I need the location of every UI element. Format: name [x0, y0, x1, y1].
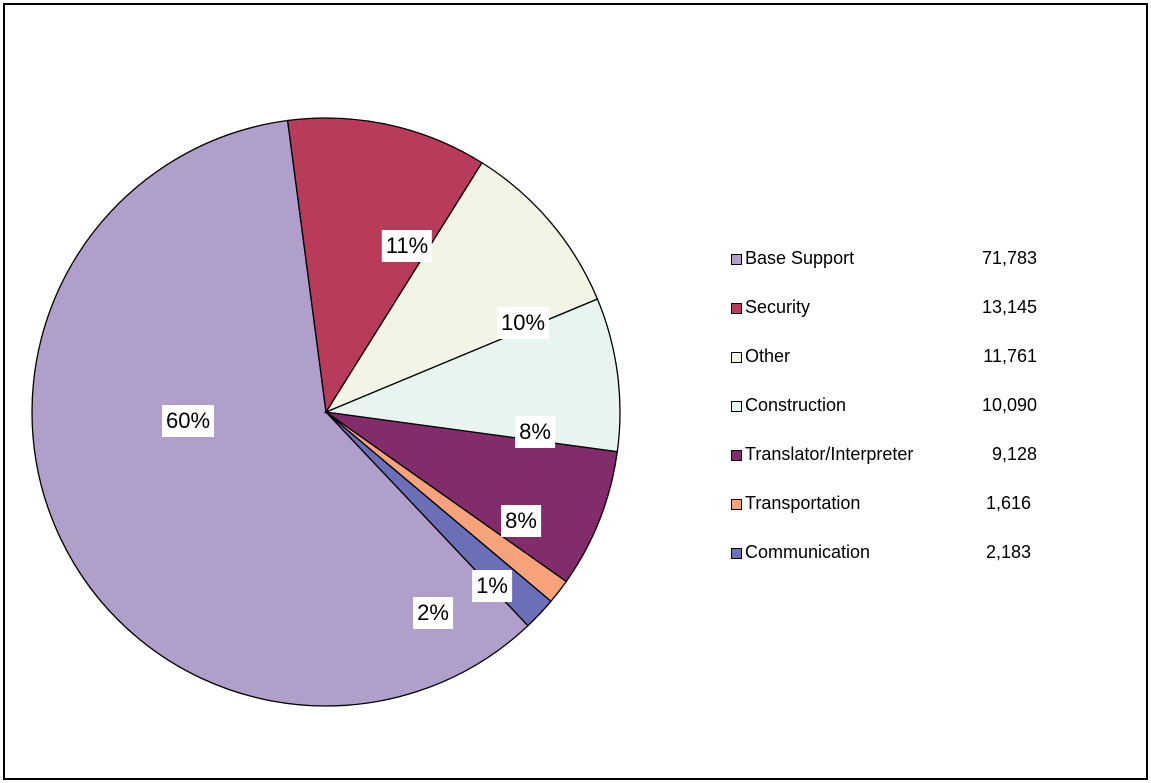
- legend-label: Base Support: [745, 248, 855, 268]
- slice-percent-label: 2%: [413, 597, 453, 629]
- legend-label: Communication: [745, 542, 871, 562]
- pie-slice-translator-interpreter: [325, 411, 619, 583]
- legend-item: Transportation 1,616: [731, 493, 1051, 517]
- legend-swatch: [731, 401, 742, 412]
- legend-label: Transportation: [745, 493, 861, 513]
- legend-value: 1,616: [985, 493, 1031, 513]
- chart-frame: 60% 2% 1% 8% 8% 10% 11% Base Support 71,783 Secu…: [3, 3, 1148, 780]
- legend-item: Other 11,761: [731, 346, 1051, 370]
- legend-value: 10,090: [981, 395, 1037, 415]
- legend-swatch: [731, 352, 742, 363]
- slice-percent-label: 11%: [381, 230, 433, 262]
- legend-label: Security: [745, 297, 811, 317]
- pie-chart: [31, 117, 621, 707]
- slice-percent-label: 1%: [472, 570, 512, 602]
- legend-label: Other: [745, 346, 791, 366]
- pie-slice-base-support: [31, 119, 529, 707]
- legend-swatch: [731, 548, 742, 559]
- legend-value: 11,761: [983, 346, 1037, 366]
- legend-value: 13,145: [981, 297, 1037, 317]
- legend-item: Translator/Interpreter 9,128: [731, 444, 1051, 468]
- legend-item: Communication 2,183: [731, 542, 1051, 566]
- legend-item: Base Support 71,783: [731, 248, 1051, 272]
- legend-swatch: [731, 303, 742, 314]
- legend-value: 71,783: [981, 248, 1037, 268]
- legend-value: 9,128: [991, 444, 1037, 464]
- legend-label: Construction: [745, 395, 847, 415]
- legend-item: Construction 10,090: [731, 395, 1051, 419]
- legend-item: Security 13,145: [731, 297, 1051, 321]
- legend-swatch: [731, 499, 742, 510]
- pie-slice-other: [324, 161, 599, 414]
- slice-percent-label: 8%: [501, 505, 541, 537]
- legend-swatch: [731, 450, 742, 461]
- slice-percent-label: 10%: [496, 307, 550, 339]
- legend-swatch: [731, 254, 742, 265]
- slice-percent-label: 60%: [161, 405, 215, 437]
- legend-label: Translator/Interpreter: [745, 444, 914, 464]
- pie-slice-security: [286, 117, 483, 414]
- slice-percent-label: 8%: [515, 416, 555, 448]
- legend-value: 2,183: [985, 542, 1031, 562]
